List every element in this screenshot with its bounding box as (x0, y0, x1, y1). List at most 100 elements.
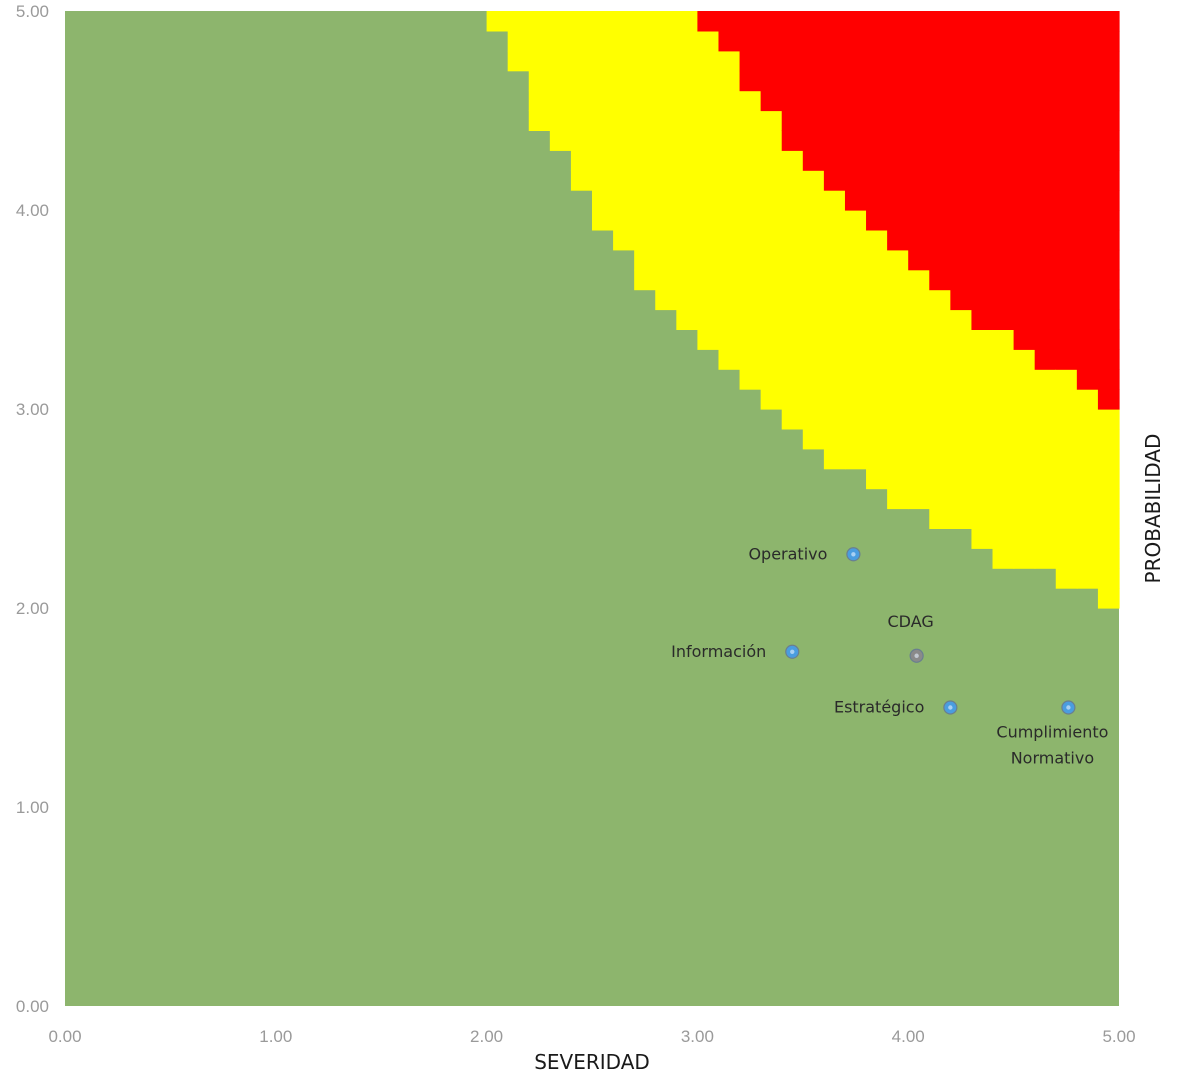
zone-cell-medio (634, 130, 656, 151)
zone-cell-medio (739, 150, 762, 171)
zone-cell-alto (866, 11, 888, 32)
zone-cell-medio (697, 210, 720, 231)
zone-cell-alto (1034, 190, 1057, 211)
zone-cell-medio (697, 70, 720, 92)
zone-cell-alto (992, 229, 1015, 251)
zone-cell-medio (718, 50, 741, 72)
zone-cell-alto (844, 50, 867, 72)
zone-cell-medio (781, 409, 804, 430)
zone-cell-alto (950, 130, 973, 151)
zone-cell-medio (992, 548, 1015, 569)
zone-cell-alto (866, 150, 888, 171)
zone-cell-alto (866, 70, 888, 92)
zone-cell-alto (1034, 70, 1057, 92)
zone-cell-medio (929, 289, 951, 311)
zone-cell-medio (866, 329, 888, 350)
zone-cell-medio (844, 448, 867, 470)
zone-cell-medio (866, 269, 888, 291)
zone-cell-alto (908, 130, 930, 151)
zone-cell-medio (844, 428, 867, 450)
zone-cell-medio (992, 428, 1015, 450)
zone-cell-alto (908, 11, 930, 32)
zone-cell-medio (718, 249, 741, 271)
zone-cell-medio (844, 249, 867, 271)
zone-cell-medio (613, 170, 635, 191)
zone-cell-medio (613, 90, 635, 112)
zone-cell-alto (1055, 210, 1078, 231)
zone-cell-medio (760, 229, 783, 251)
zone-cell-medio (676, 70, 698, 92)
zone-cell-alto (866, 170, 888, 191)
zone-cell-alto (971, 170, 994, 191)
zone-cell-medio (992, 389, 1015, 410)
zone-cell-medio (739, 269, 762, 291)
zone-cell-medio (866, 309, 888, 330)
zone-cell-medio (676, 130, 698, 151)
zone-cell-alto (1076, 30, 1099, 52)
zone-cell-alto (1055, 249, 1078, 271)
zone-cell-medio (1055, 508, 1078, 529)
zone-cell-medio (718, 210, 741, 231)
zone-cell-medio (1034, 448, 1057, 470)
zone-cell-medio (971, 528, 994, 549)
zone-cell-alto (1013, 130, 1036, 151)
zone-cell-alto (1055, 50, 1078, 72)
zone-cell-alto (1034, 170, 1057, 191)
zone-cell-alto (950, 150, 973, 171)
zone-cell-alto (1034, 309, 1057, 330)
zone-cell-alto (1076, 329, 1099, 350)
zone-cell-medio (760, 309, 783, 330)
zone-cell-medio (1055, 568, 1078, 589)
zone-cell-medio (1055, 488, 1078, 510)
zone-cell-alto (802, 90, 825, 112)
zone-cell-alto (908, 249, 930, 271)
zone-cell-medio (718, 309, 741, 330)
zone-cell-alto (1076, 190, 1099, 211)
zone-cell-medio (549, 130, 572, 151)
zone-cell-alto (950, 269, 973, 291)
zone-cell-alto (971, 130, 994, 151)
zone-cell-alto (887, 130, 909, 151)
zone-cell-medio (929, 349, 951, 370)
zone-cell-medio (760, 150, 783, 171)
zone-cell-medio (760, 329, 783, 350)
zone-cell-medio (781, 329, 804, 350)
zone-cell-alto (1097, 369, 1120, 390)
data-point-label-line: Cumplimiento (996, 723, 1108, 742)
zone-cell-medio (950, 448, 973, 470)
zone-cell-medio (613, 210, 635, 231)
zone-cell-medio (929, 508, 951, 529)
zone-cell-alto (781, 110, 804, 131)
zone-cell-medio (866, 289, 888, 311)
zone-cell-medio (676, 210, 698, 231)
zone-cell-medio (929, 329, 951, 350)
zone-cell-alto (929, 170, 951, 191)
x-axis-ticks: 0.00 1.00 2.00 3.00 4.00 5.00 (48, 1027, 1135, 1046)
zone-cell-medio (1097, 448, 1120, 470)
zone-cell-alto (929, 150, 951, 171)
zone-cell-medio (844, 409, 867, 430)
zone-cell-medio (760, 130, 783, 151)
zone-cell-medio (1076, 508, 1099, 529)
zone-cell-medio (676, 289, 698, 311)
zone-cell-medio (866, 249, 888, 271)
zone-cell-alto (1013, 70, 1036, 92)
zone-cell-medio (528, 50, 551, 72)
zone-cell-medio (908, 409, 930, 430)
zone-cell-medio (802, 289, 825, 311)
zone-cell-medio (570, 110, 593, 131)
x-tick-label: 0.00 (48, 1027, 81, 1046)
zone-cell-medio (1013, 548, 1036, 569)
zone-cell-medio (613, 190, 635, 211)
zone-cell-alto (1034, 150, 1057, 171)
zone-cell-medio (950, 329, 973, 350)
zone-cell-medio (1055, 428, 1078, 450)
zone-cell-alto (1097, 309, 1120, 330)
zone-cell-medio (950, 508, 973, 529)
zone-cell-alto (1034, 130, 1057, 151)
zone-cell-alto (971, 269, 994, 291)
zone-cell-medio (929, 409, 951, 430)
zone-cell-medio (739, 130, 762, 151)
zone-cell-medio (760, 349, 783, 370)
zone-cell-alto (950, 170, 973, 191)
